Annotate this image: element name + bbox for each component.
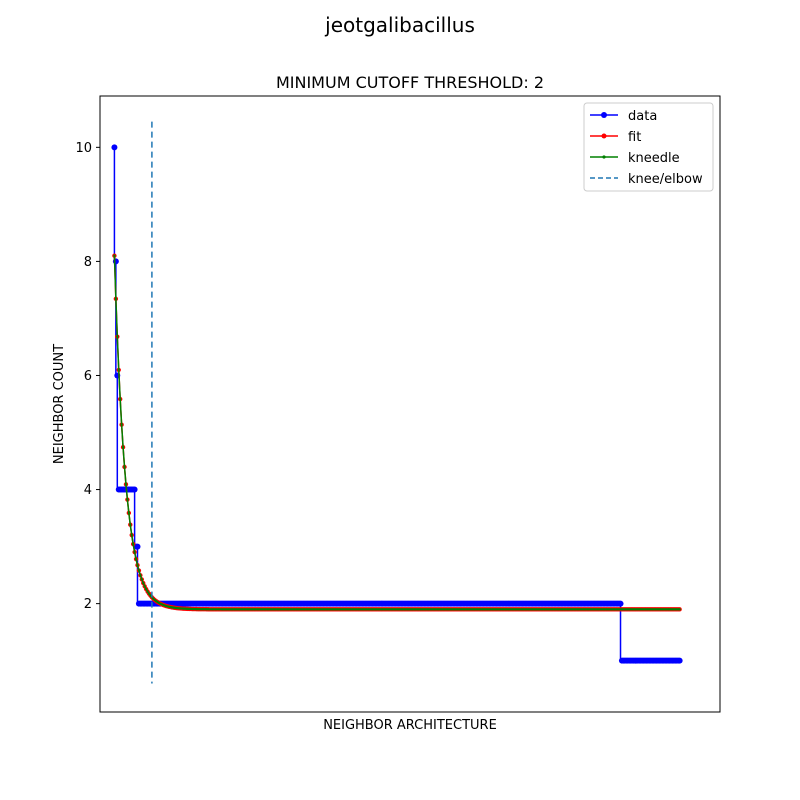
data-point bbox=[134, 543, 141, 550]
kneedle-point bbox=[133, 550, 136, 554]
y-tick-label: 8 bbox=[84, 255, 92, 270]
kneedle-point bbox=[140, 578, 144, 581]
kneedle-point bbox=[114, 297, 118, 301]
y-axis-label: NEIGHBOR COUNT bbox=[52, 344, 67, 464]
legend-label-knee: knee/elbow bbox=[628, 172, 703, 187]
legend-label-fit: fit bbox=[628, 130, 641, 145]
legend-box bbox=[583, 102, 714, 192]
legend-entry-knee: knee/elbow bbox=[590, 172, 703, 187]
kneedle-point bbox=[113, 254, 116, 257]
series-line-fit bbox=[113, 255, 680, 611]
kneedle-point bbox=[126, 498, 129, 501]
kneedle-point bbox=[144, 587, 148, 591]
legend-marker-fit bbox=[601, 133, 607, 139]
legend-entry-kneedle: kneedle bbox=[590, 151, 680, 166]
legend: data fit kneedle knee/elbow bbox=[583, 102, 714, 192]
kneedle-point bbox=[137, 569, 141, 572]
kneedle-point bbox=[121, 446, 125, 449]
kneedle-point bbox=[139, 574, 142, 577]
kneedle-point bbox=[149, 594, 152, 597]
kneedle-point bbox=[130, 533, 133, 537]
data-point bbox=[131, 486, 138, 493]
kneedle-point bbox=[123, 465, 126, 469]
kneedle-point bbox=[129, 523, 132, 526]
kneedle-point bbox=[131, 542, 135, 546]
legend-entry-data: data bbox=[590, 109, 657, 124]
series-line-data bbox=[113, 147, 680, 662]
data-point bbox=[112, 258, 119, 265]
legend-label-data: data bbox=[628, 109, 657, 124]
kneedle-point bbox=[127, 511, 131, 515]
y-tick-label: 6 bbox=[84, 369, 92, 384]
chart-suptitle: jeotgalibacillus bbox=[324, 13, 475, 37]
kneedle-point bbox=[124, 483, 128, 486]
y-tick-label: 4 bbox=[84, 483, 92, 498]
y-axis-ticks: 2 4 6 8 10 bbox=[75, 141, 100, 612]
data-point bbox=[676, 657, 683, 664]
x-axis-label: NEIGHBOR ARCHITECTURE bbox=[323, 718, 497, 733]
y-tick-label: 2 bbox=[84, 597, 92, 612]
kneedle-point bbox=[116, 335, 119, 338]
chart-title: MINIMUM CUTOFF THRESHOLD: 2 bbox=[276, 73, 544, 92]
data-point bbox=[111, 144, 118, 151]
legend-marker-data bbox=[601, 112, 607, 118]
legend-marker-kneedle bbox=[602, 155, 606, 159]
kneedle-point bbox=[134, 557, 138, 561]
y-tick-label: 10 bbox=[75, 141, 92, 156]
data-point bbox=[617, 600, 624, 607]
kneedle-point bbox=[118, 397, 122, 401]
kneedle-point bbox=[142, 581, 145, 585]
legend-entry-fit: fit bbox=[590, 130, 641, 145]
kneedle-point bbox=[143, 585, 146, 588]
series-line-kneedle bbox=[113, 255, 680, 611]
legend-label-kneedle: kneedle bbox=[628, 151, 680, 166]
plot-area bbox=[111, 121, 683, 684]
kneedle-point bbox=[146, 590, 149, 593]
kneedle-point bbox=[136, 563, 139, 567]
kneedle-point bbox=[678, 608, 681, 611]
kneedle-point bbox=[117, 368, 120, 372]
kneedle-point bbox=[147, 592, 151, 595]
kneedle-point bbox=[120, 423, 123, 426]
plot-frame bbox=[99, 95, 721, 713]
